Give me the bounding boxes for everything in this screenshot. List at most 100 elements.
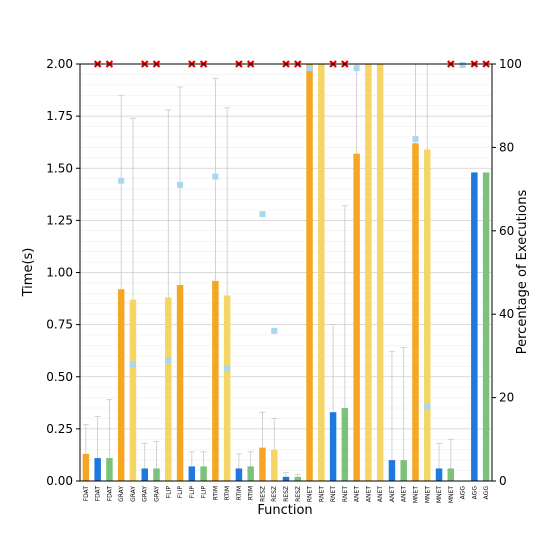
y2-tick-label: 80 [499, 140, 514, 154]
bar [259, 447, 266, 481]
x-tick-label: FDAT [95, 486, 102, 502]
y2-axis-title: Percentage of Executions [515, 190, 530, 355]
bar [294, 476, 302, 481]
x-tick-label: RESZ [259, 486, 266, 502]
x-tick-label: ANET [377, 486, 384, 502]
bar [223, 295, 231, 481]
x-tick-label: RTIM [212, 486, 219, 500]
bar [365, 64, 372, 481]
x-tick-label: GRAY [142, 486, 149, 502]
pct-marker [459, 62, 466, 68]
y2-tick-label: 20 [499, 391, 514, 405]
bar [270, 449, 278, 481]
bar [282, 476, 290, 481]
x-tick-label: AGG [460, 486, 467, 500]
y2-tick-label: 40 [499, 307, 514, 321]
bar [341, 408, 349, 481]
bar [388, 460, 396, 481]
y-tick-label: 1.00 [46, 266, 73, 280]
y2-tick-label: 60 [499, 224, 514, 238]
y-tick-label: 2.00 [46, 57, 73, 71]
x-tick-label: RTIM [224, 486, 231, 500]
bar [318, 64, 325, 481]
x-tick-label: RNET [307, 486, 314, 502]
x-tick-label: FLIP [177, 486, 184, 499]
bar [329, 412, 337, 481]
x-tick-label: ANET [365, 486, 372, 502]
y2-tick-label: 100 [499, 57, 522, 71]
bar [176, 285, 184, 481]
x-tick-label: RTIM [248, 486, 255, 500]
pct-marker [412, 136, 419, 143]
error-bars [82, 63, 454, 477]
bar [165, 297, 172, 481]
pct-marker [353, 65, 360, 72]
x-tick-label: RESZ [295, 486, 302, 502]
y-tick-label: 0.25 [46, 422, 73, 436]
bar [447, 468, 455, 481]
bar [188, 466, 196, 481]
pct-marker [177, 181, 184, 188]
bar [353, 153, 360, 481]
y-tick-label: 0.75 [46, 318, 73, 332]
pct-marker [306, 65, 313, 72]
bar [471, 172, 478, 482]
x-tick-label: FLIP [165, 486, 172, 499]
x-tick-label: GRAY [130, 486, 137, 502]
x-axis-title: Function [257, 503, 312, 518]
y-tick-label: 0.00 [46, 474, 73, 488]
x-tick-label: ANET [389, 486, 396, 502]
pct-marker [212, 173, 219, 180]
ticks: FDAT FDAT FDAT GRAY GRAY GRAY GRAY FLIP FLIP FLIP… [46, 57, 522, 503]
bar [117, 289, 125, 481]
x-tick-label: RESZ [283, 486, 290, 502]
y-tick-label: 0.50 [46, 370, 73, 384]
bar [82, 453, 90, 481]
grid [80, 63, 492, 482]
y-axis-title: Time(s) [21, 248, 36, 298]
bar [306, 64, 313, 481]
pct-marker [118, 177, 125, 184]
bar [376, 64, 384, 481]
y-tick-label: 1.75 [46, 109, 73, 123]
bar [153, 468, 160, 481]
bar [235, 468, 243, 481]
x-tick-label: GRAY [154, 486, 161, 502]
x-tick-label: GRAY [118, 486, 125, 502]
pct-marker [165, 357, 172, 364]
x-tick-label: RNET [330, 486, 337, 502]
pct-marker [129, 361, 136, 368]
bar [212, 280, 219, 481]
x-tick-label: FLIP [201, 486, 208, 499]
bar [400, 460, 407, 481]
x-tick-label: FLIP [189, 486, 196, 499]
pct-marker [424, 402, 431, 409]
x-tick-label: RTIM [236, 486, 243, 500]
bar [106, 458, 113, 481]
bar [482, 172, 490, 482]
x-tick-label: RNET [342, 486, 349, 502]
pct-marker [224, 365, 231, 372]
bar [412, 143, 419, 482]
x-tick-label: ANET [354, 486, 361, 502]
x-tick-label: AGG [471, 486, 478, 500]
x-tick-label: AGG [483, 486, 490, 500]
x-tick-label: FDAT [83, 486, 90, 502]
bar [247, 466, 254, 481]
y-tick-label: 1.50 [46, 161, 73, 175]
y2-tick-label: 0 [499, 474, 507, 488]
bar [94, 458, 101, 481]
pct-marker [259, 211, 266, 218]
bar [141, 468, 148, 481]
x-tick-label: MNET [424, 486, 431, 503]
bar [424, 149, 431, 482]
x-tick-label: FDAT [106, 486, 113, 502]
bar [200, 466, 207, 481]
x-tick-label: RNET [318, 486, 325, 502]
bar [129, 299, 137, 481]
bar [435, 468, 443, 481]
x-tick-label: MNET [448, 486, 455, 503]
x-tick-label: ANET [401, 486, 408, 502]
x-tick-label: MNET [412, 486, 419, 503]
